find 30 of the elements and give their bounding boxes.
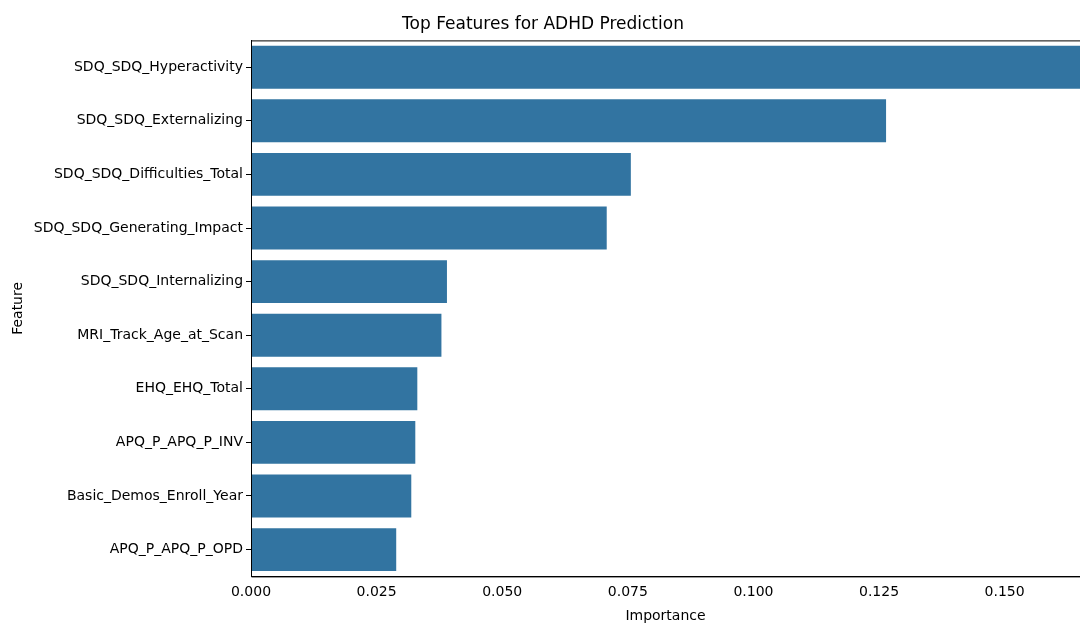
bar [251, 528, 397, 572]
bar [251, 99, 887, 143]
y-tick-label: SDQ_SDQ_Hyperactivity [73, 57, 244, 74]
x-tick-label: 0.075 [607, 583, 648, 600]
bar [251, 367, 418, 411]
y-tick-label: SDQ_SDQ_Internalizing [80, 272, 244, 289]
x-tick-label: 0.150 [984, 583, 1025, 600]
x-tick-label: 0.025 [356, 583, 397, 600]
bar [251, 45, 1080, 89]
y-tick-label: Basic_Demos_Enroll_Year [66, 486, 244, 503]
y-tick-label: SDQ_SDQ_Externalizing [76, 111, 244, 128]
bar [251, 206, 607, 250]
x-axis-title: Importance [625, 607, 706, 624]
x-tick-label: 0.125 [858, 583, 900, 600]
x-tick-label: 0.000 [230, 583, 272, 600]
x-tick-label: 0.050 [482, 583, 523, 600]
y-tick-label: EHQ_EHQ_Total [135, 379, 244, 396]
y-axis-title: Feature [9, 281, 26, 335]
x-tick-label: 0.100 [733, 583, 774, 600]
bar [251, 420, 416, 464]
bar [251, 152, 631, 196]
y-tick-label: SDQ_SDQ_Difficulties_Total [53, 165, 244, 182]
bar [251, 313, 442, 357]
y-tick-label: SDQ_SDQ_Generating_Impact [33, 218, 244, 235]
y-tick-label: APQ_P_APQ_P_INV [115, 433, 244, 450]
chart-title: Top Features for ADHD Prediction [401, 12, 684, 33]
y-tick-label: MRI_Track_Age_at_Scan [77, 325, 244, 342]
bar [251, 474, 412, 518]
y-tick-label: APQ_P_APQ_P_OPD [109, 540, 244, 557]
bar [251, 260, 447, 304]
